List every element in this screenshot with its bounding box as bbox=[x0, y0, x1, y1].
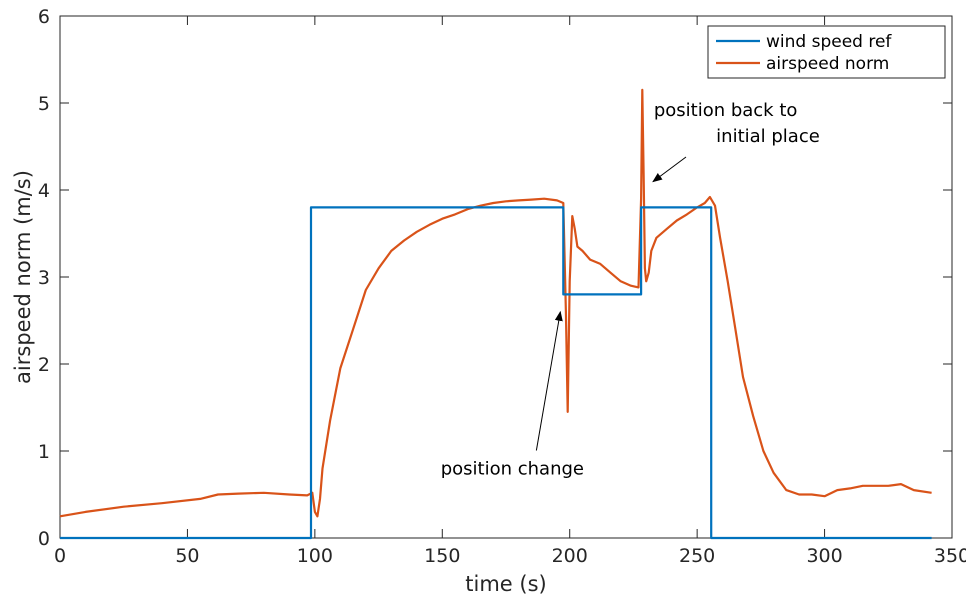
y-tick-label: 2 bbox=[38, 354, 50, 376]
x-tick-label: 150 bbox=[424, 545, 460, 567]
x-tick-label: 50 bbox=[175, 545, 199, 567]
y-axis-title: airspeed norm (m/s) bbox=[11, 170, 35, 384]
y-tick-label: 0 bbox=[38, 528, 50, 550]
y-tick-label: 4 bbox=[38, 180, 50, 202]
x-tick-label: 0 bbox=[54, 545, 66, 567]
annotation-position-change: position change bbox=[441, 458, 584, 479]
y-tick-label: 5 bbox=[38, 93, 50, 115]
x-tick-label: 200 bbox=[552, 545, 588, 567]
x-tick-label: 350 bbox=[934, 545, 966, 567]
x-tick-label: 300 bbox=[806, 545, 842, 567]
legend-label: wind speed ref bbox=[766, 32, 892, 52]
y-tick-label: 3 bbox=[38, 267, 50, 289]
annotation-position-back: position back to bbox=[654, 100, 798, 121]
x-tick-label: 100 bbox=[297, 545, 333, 567]
x-axis-title: time (s) bbox=[465, 572, 546, 596]
x-tick-label: 250 bbox=[679, 545, 715, 567]
y-tick-label: 1 bbox=[38, 441, 50, 463]
annotation-initial-place: initial place bbox=[716, 126, 820, 147]
y-tick-label: 6 bbox=[38, 6, 50, 28]
legend-label: airspeed norm bbox=[766, 54, 889, 74]
